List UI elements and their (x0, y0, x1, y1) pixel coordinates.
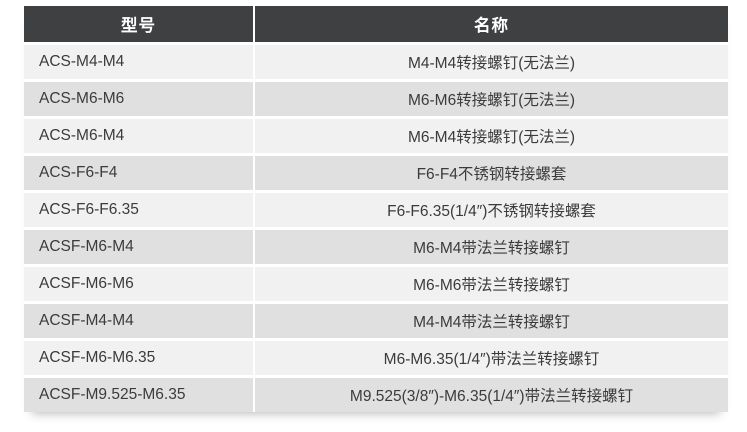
product-spec-table: 型号 名称 ACS-M4-M4 M4-M4转接螺钉(无法兰) ACS-M6-M6… (24, 6, 728, 412)
cell-name: F6-F6.35(1/4″)不锈钢转接螺套 (255, 193, 728, 227)
cell-model: ACSF-M4-M4 (24, 304, 253, 338)
cell-name: F6-F4不锈钢转接螺套 (255, 156, 728, 190)
cell-name: M6-M6.35(1/4″)带法兰转接螺钉 (255, 341, 728, 375)
cell-name: M6-M6转接螺钉(无法兰) (255, 82, 728, 116)
cell-model: ACS-M4-M4 (24, 45, 253, 79)
table-row: ACSF-M6-M6.35 M6-M6.35(1/4″)带法兰转接螺钉 (24, 341, 728, 375)
header-cell-name: 名称 (255, 6, 728, 42)
header-cell-model: 型号 (24, 6, 253, 42)
table-row: ACS-M6-M6 M6-M6转接螺钉(无法兰) (24, 82, 728, 116)
table-row: ACS-M6-M4 M6-M4转接螺钉(无法兰) (24, 119, 728, 153)
table-row: ACS-F6-F6.35 F6-F6.35(1/4″)不锈钢转接螺套 (24, 193, 728, 227)
cell-name: M4-M4转接螺钉(无法兰) (255, 45, 728, 79)
cell-model: ACS-F6-F4 (24, 156, 253, 190)
table-row: ACSF-M9.525-M6.35 M9.525(3/8″)-M6.35(1/4… (24, 378, 728, 412)
cell-model: ACS-F6-F6.35 (24, 193, 253, 227)
cell-model: ACS-M6-M4 (24, 119, 253, 153)
cell-model: ACSF-M6-M6 (24, 267, 253, 301)
table-row: ACS-F6-F4 F6-F4不锈钢转接螺套 (24, 156, 728, 190)
cell-name: M9.525(3/8″)-M6.35(1/4″)带法兰转接螺钉 (255, 378, 728, 412)
table-header-row: 型号 名称 (24, 6, 728, 42)
cell-model: ACSF-M6-M6.35 (24, 341, 253, 375)
table-row: ACSF-M6-M6 M6-M6带法兰转接螺钉 (24, 267, 728, 301)
cell-name: M6-M4转接螺钉(无法兰) (255, 119, 728, 153)
cell-model: ACSF-M9.525-M6.35 (24, 378, 253, 412)
cell-model: ACS-M6-M6 (24, 82, 253, 116)
cell-name: M4-M4带法兰转接螺钉 (255, 304, 728, 338)
cell-model: ACSF-M6-M4 (24, 230, 253, 264)
cell-name: M6-M6带法兰转接螺钉 (255, 267, 728, 301)
cell-name: M6-M4带法兰转接螺钉 (255, 230, 728, 264)
table-row: ACS-M4-M4 M4-M4转接螺钉(无法兰) (24, 45, 728, 79)
table-row: ACSF-M4-M4 M4-M4带法兰转接螺钉 (24, 304, 728, 338)
table-row: ACSF-M6-M4 M6-M4带法兰转接螺钉 (24, 230, 728, 264)
